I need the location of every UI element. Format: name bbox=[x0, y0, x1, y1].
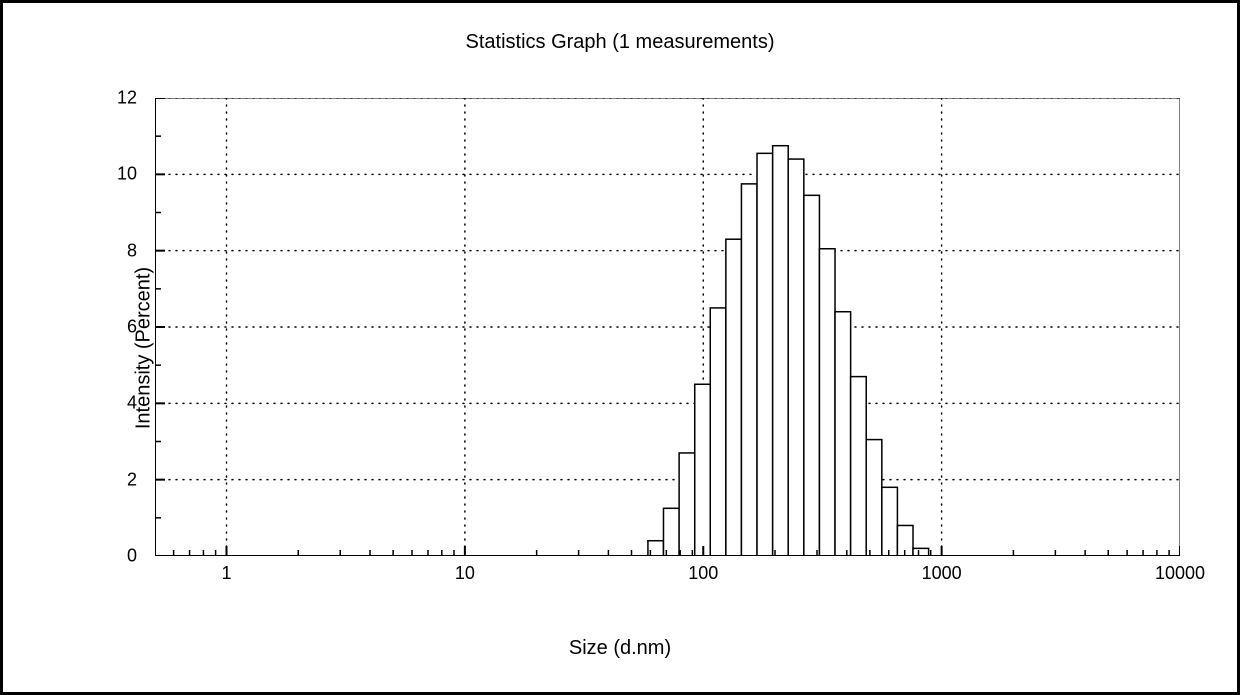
y-tick-label: 0 bbox=[127, 546, 137, 567]
x-tick-label: 1000 bbox=[922, 563, 962, 584]
x-tick-label: 10000 bbox=[1155, 563, 1205, 584]
chart-frame: Statistics Graph (1 measurements) Intens… bbox=[0, 0, 1240, 695]
plot-area bbox=[155, 98, 1180, 556]
y-tick-label: 2 bbox=[127, 469, 137, 490]
y-tick-label: 6 bbox=[127, 317, 137, 338]
x-tick-label: 1 bbox=[221, 563, 231, 584]
chart-title: Statistics Graph (1 measurements) bbox=[3, 31, 1237, 54]
y-tick-label: 8 bbox=[127, 240, 137, 261]
y-tick-label: 10 bbox=[117, 164, 137, 185]
y-tick-label: 12 bbox=[117, 88, 137, 109]
x-axis-label: Size (d.nm) bbox=[569, 637, 671, 660]
x-tick-label: 10 bbox=[455, 563, 475, 584]
x-tick-label: 100 bbox=[688, 563, 718, 584]
plot-svg bbox=[155, 98, 1180, 556]
y-tick-label: 4 bbox=[127, 393, 137, 414]
